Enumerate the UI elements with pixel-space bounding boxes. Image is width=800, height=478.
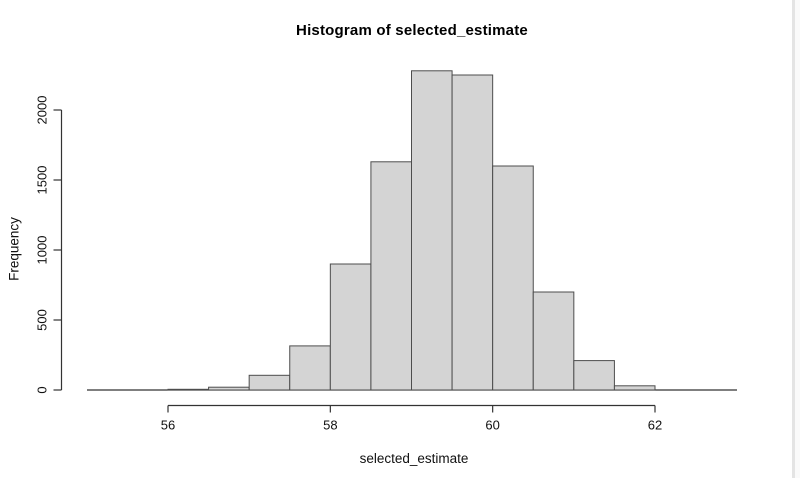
histogram-bar	[370, 161, 412, 391]
histogram-bar	[208, 386, 250, 391]
histogram-bar	[289, 345, 331, 391]
x-tick-label: 62	[648, 418, 662, 433]
window-right-edge	[792, 0, 795, 478]
histogram-bar	[532, 291, 575, 391]
y-tick-label: 1500	[35, 166, 50, 195]
histogram-bar	[248, 374, 291, 391]
y-tick-label: 500	[35, 309, 50, 331]
x-axis-title: selected_estimate	[359, 451, 469, 466]
histogram-bar	[573, 360, 615, 391]
histogram-bar	[329, 263, 372, 391]
y-tick-label: 0	[35, 386, 50, 393]
y-tick-label: 1000	[35, 236, 50, 265]
histogram-bar	[613, 385, 656, 391]
histogram-bar	[411, 70, 453, 391]
x-tick-label: 58	[323, 418, 337, 433]
histogram-bar	[167, 388, 210, 391]
y-tick-label: 2000	[35, 96, 50, 125]
chart-title: Histogram of selected_estimate	[296, 22, 528, 39]
histogram-bar	[451, 74, 494, 391]
histogram-bar	[492, 165, 534, 391]
window-right-pad	[795, 0, 800, 478]
x-tick-label: 56	[161, 418, 175, 433]
x-tick-label: 60	[485, 418, 499, 433]
